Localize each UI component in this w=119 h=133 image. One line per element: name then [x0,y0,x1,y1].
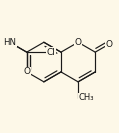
Text: O: O [75,38,82,47]
Text: HN: HN [3,38,16,47]
Text: O: O [23,67,30,76]
Text: O: O [105,40,112,49]
Text: Cl: Cl [47,48,55,57]
Text: CH₃: CH₃ [78,93,94,102]
